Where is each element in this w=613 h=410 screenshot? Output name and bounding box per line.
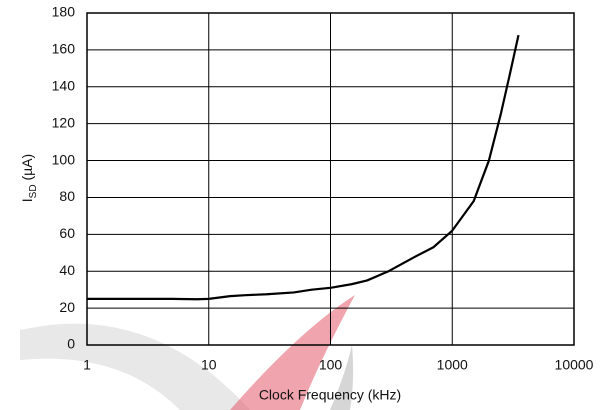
y-tick-label: 120 (52, 114, 76, 130)
y-tick-label: 140 (52, 77, 76, 93)
y-axis-title-sub: SD (28, 184, 39, 198)
y-axis-title-part: I (19, 198, 35, 202)
y-tick-label: 180 (52, 4, 76, 20)
watermark (230, 295, 355, 410)
y-tick-label: 80 (59, 188, 75, 204)
x-tick-label: 1 (83, 357, 91, 373)
x-tick-label: 10 (201, 357, 217, 373)
watermark (330, 345, 354, 410)
y-tick-label: 60 (59, 225, 75, 241)
watermark (20, 323, 250, 410)
y-tick-label: 100 (52, 151, 76, 167)
y-axis-title-part: (µA) (19, 154, 35, 185)
y-tick-label: 160 (52, 41, 76, 57)
plot-frame (86, 12, 575, 346)
x-axis-title: Clock Frequency (kHz) (259, 387, 401, 403)
x-tick-label: 10000 (555, 357, 594, 373)
y-tick-label: 0 (67, 336, 75, 352)
data-line (87, 34, 520, 301)
x-tick-label: 1000 (437, 357, 468, 373)
y-tick-label: 20 (59, 299, 75, 315)
y-tick-label: 40 (59, 262, 75, 278)
x-tick-label: 100 (319, 357, 343, 373)
y-axis-title: ISD (µA) (19, 154, 39, 202)
grid (86, 12, 575, 346)
